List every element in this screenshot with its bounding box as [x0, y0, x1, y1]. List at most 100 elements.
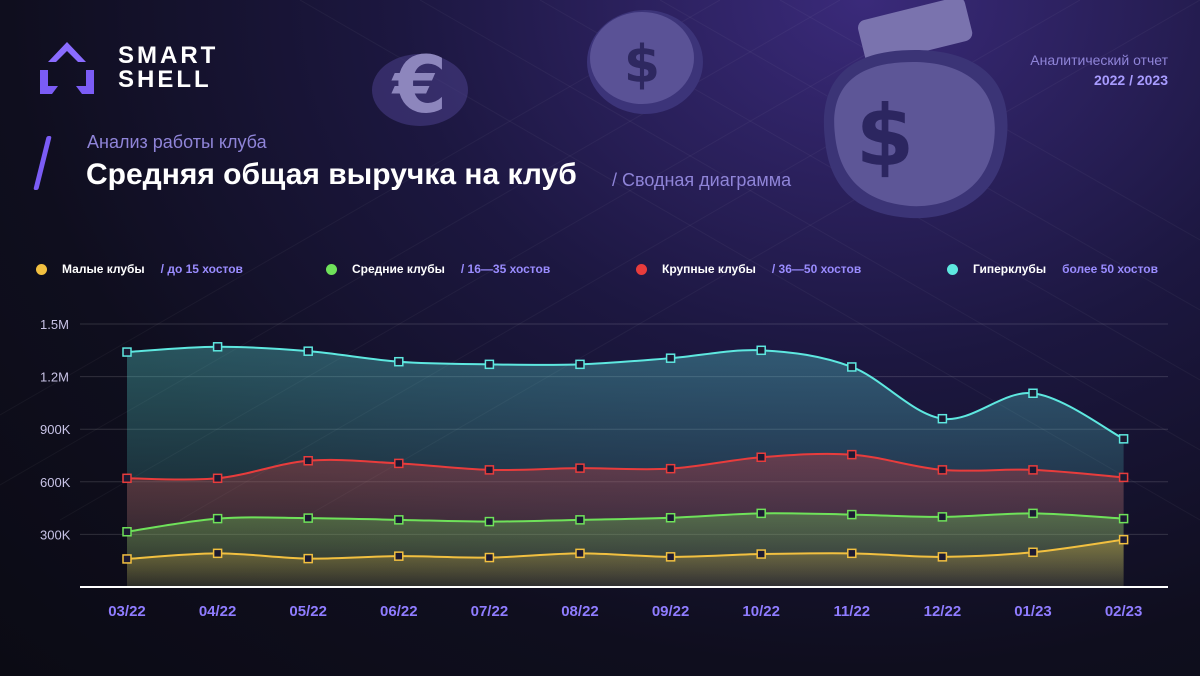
x-tick-label: 10/22 — [742, 603, 780, 620]
y-tick-label: 300K — [40, 527, 71, 542]
data-point — [394, 356, 404, 367]
data-point — [484, 465, 495, 475]
x-tick-label: 12/22 — [924, 603, 962, 620]
x-tick-label: 05/22 — [289, 603, 327, 620]
data-point — [937, 552, 948, 562]
data-point — [665, 512, 676, 523]
legend-dot-large — [636, 263, 647, 275]
data-point — [212, 548, 223, 559]
x-tick-label: 03/22 — [108, 603, 146, 620]
legend-dot-small — [36, 263, 47, 275]
brand-line-1: SMART — [118, 42, 219, 69]
legend-item-hyper: Гиперклубы более 50 хостов — [947, 262, 1158, 276]
series-line — [126, 538, 1124, 560]
x-tick-label: 07/22 — [471, 603, 509, 620]
data-point — [394, 551, 404, 561]
money-bag-large-icon: $ — [823, 0, 1008, 219]
series-area — [127, 539, 1124, 587]
data-point — [937, 512, 948, 522]
data-point — [212, 342, 223, 352]
data-point — [847, 449, 857, 460]
legend-name-medium: Средние клубы — [352, 262, 445, 276]
series-line — [126, 452, 1124, 481]
data-point — [122, 347, 132, 357]
legend-range-medium: / 16—35 хостов — [460, 262, 551, 276]
data-point — [756, 452, 766, 463]
data-point — [756, 345, 766, 356]
legend-dot-medium — [326, 263, 337, 275]
y-tick-label: 900K — [40, 422, 71, 437]
data-point — [1028, 388, 1038, 399]
data-point — [1028, 547, 1038, 558]
data-point — [303, 513, 313, 523]
data-point — [212, 473, 223, 484]
data-point — [484, 552, 495, 563]
brand-line-2: SHELL — [118, 66, 212, 93]
data-point — [665, 463, 676, 474]
data-point — [937, 413, 948, 424]
legend-name-hyper: Гиперклубы — [973, 262, 1047, 276]
y-tick-label: 1.2M — [40, 370, 69, 385]
data-point — [303, 456, 313, 466]
data-point — [665, 353, 676, 363]
legend-item-large: Крупные клубы / 36—50 хостов — [636, 262, 861, 276]
chart-legend: Малые клубы / до 15 хостов Средние клубы… — [0, 262, 1200, 282]
smart-shell-logo-icon — [40, 42, 94, 94]
data-point — [937, 465, 948, 475]
data-point — [394, 515, 404, 525]
x-tick-label: 09/22 — [652, 603, 690, 620]
data-point — [575, 515, 585, 525]
legend-dot-hyper — [947, 263, 958, 275]
legend-item-small: Малые клубы / до 15 хостов — [36, 262, 243, 276]
data-point — [1118, 513, 1129, 524]
page-subtitle: Анализ работы клуба — [87, 132, 267, 152]
data-point — [575, 359, 585, 370]
title-accent-bar — [33, 136, 52, 190]
svg-text:€: € — [391, 41, 447, 131]
data-point — [1028, 465, 1038, 475]
data-point — [756, 508, 766, 519]
data-point — [394, 458, 404, 469]
data-point — [847, 548, 857, 559]
svg-text:$: $ — [624, 35, 660, 95]
data-point — [1118, 534, 1129, 545]
svg-text:$: $ — [856, 87, 914, 185]
euro-icon: € — [372, 41, 468, 131]
legend-range-small: / до 15 хостов — [160, 262, 243, 276]
data-point — [756, 549, 766, 559]
y-tick-label: 600K — [40, 475, 71, 490]
revenue-chart: 300K 600K 900K 1.2M 1.5M 03/22 04/22 05/22 06/22… — [40, 317, 1168, 620]
report-label: Аналитический отчет — [1030, 52, 1168, 68]
data-point — [1118, 472, 1129, 483]
report-years: 2022 / 2023 — [1094, 72, 1168, 88]
data-point — [847, 509, 857, 520]
data-point — [484, 359, 495, 370]
legend-name-small: Малые клубы — [62, 262, 145, 276]
brand-logo: SMART SHELL — [36, 40, 218, 96]
x-tick-label: 11/22 — [833, 603, 870, 620]
report-info: Аналитический отчет 2022 / 2023 — [1030, 52, 1168, 88]
series-line — [126, 512, 1124, 533]
data-point — [575, 463, 585, 473]
data-point — [1028, 508, 1038, 519]
data-point — [122, 473, 132, 484]
x-tick-label: 02/23 — [1105, 603, 1143, 620]
data-point — [847, 362, 857, 372]
money-bag-small-icon: $ — [587, 10, 703, 114]
data-point — [575, 548, 585, 559]
data-point — [1118, 434, 1129, 444]
x-tick-label: 04/22 — [199, 603, 237, 620]
legend-name-large: Крупные клубы — [662, 262, 756, 276]
legend-range-large: / 36—50 хостов — [771, 262, 862, 276]
y-tick-label: 1.5M — [40, 317, 69, 332]
data-point — [122, 554, 132, 564]
data-point — [122, 527, 132, 537]
page-title: Средняя общая выручка на клуб — [86, 158, 577, 191]
x-tick-label: 06/22 — [380, 603, 418, 620]
data-point — [303, 346, 313, 356]
data-point — [484, 516, 495, 527]
data-point — [303, 553, 313, 564]
legend-item-medium: Средние клубы / 16—35 хостов — [326, 262, 550, 276]
x-tick-label: 01/23 — [1014, 603, 1052, 620]
x-tick-label: 08/22 — [561, 603, 599, 620]
